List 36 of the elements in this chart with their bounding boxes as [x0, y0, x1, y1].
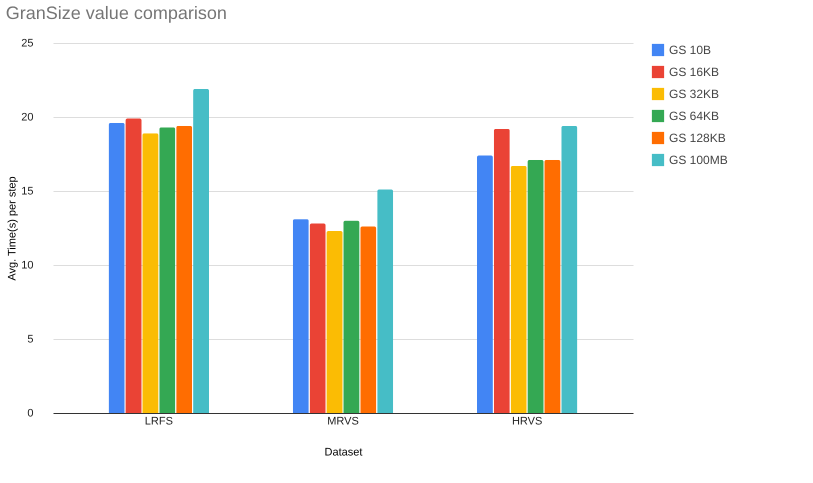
bar	[360, 226, 376, 413]
x-tick-label: MRVS	[327, 416, 359, 428]
bar	[377, 190, 394, 413]
bar	[326, 230, 343, 413]
y-tick-label: 10	[21, 260, 34, 272]
legend-label: GS 10B	[669, 43, 712, 57]
bar	[476, 155, 493, 413]
x-axis-title: Dataset	[324, 446, 362, 458]
legend-label: GS 16KB	[669, 65, 720, 79]
bar	[126, 118, 142, 413]
y-axis-title: Avg. Time(s) per step	[6, 176, 18, 281]
y-tick-label: 5	[27, 334, 34, 346]
chart-title: GranSize value comparison	[6, 3, 227, 23]
bar	[544, 160, 560, 413]
bar	[561, 126, 578, 413]
y-tick-label: 20	[21, 112, 34, 124]
legend-label: GS 32KB	[669, 87, 720, 101]
bar	[343, 220, 360, 413]
bar	[176, 126, 192, 413]
y-tick-label: 15	[21, 186, 34, 198]
bar	[193, 88, 210, 413]
legend-label: GS 64KB	[669, 109, 720, 123]
bar	[142, 133, 158, 413]
bar	[510, 166, 527, 413]
legend-label: GS 100MB	[669, 153, 728, 167]
x-tick-label: HRVS	[512, 416, 542, 428]
bar	[494, 128, 510, 413]
x-tick-label: LRFS	[144, 416, 173, 428]
bar	[528, 160, 544, 413]
bar	[159, 127, 176, 413]
y-tick-label: 0	[27, 408, 34, 420]
y-tick-label: 25	[21, 38, 34, 50]
legend-label: GS 128KB	[669, 131, 726, 145]
bar	[292, 219, 309, 413]
bar	[108, 122, 125, 413]
bar	[310, 224, 326, 413]
